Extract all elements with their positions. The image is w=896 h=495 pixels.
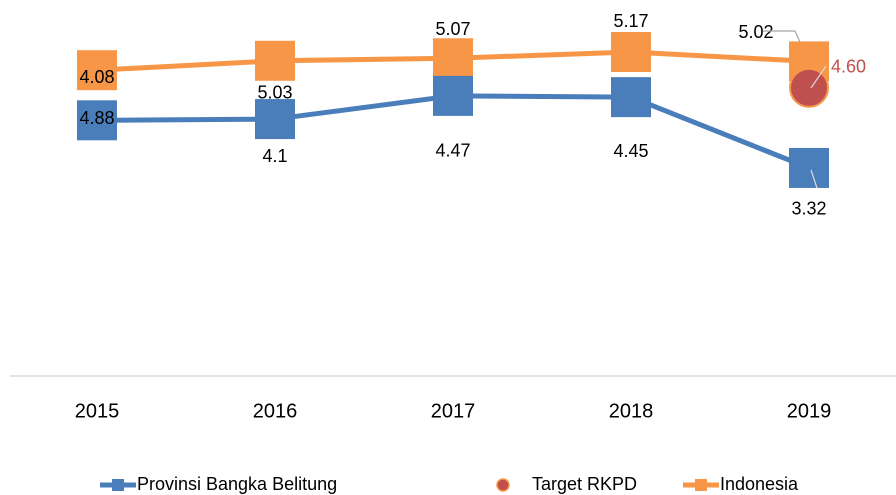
data-label: 5.17 [613, 11, 648, 31]
data-label: 4.1 [262, 146, 287, 166]
data-label: 4.47 [435, 141, 470, 161]
marker [789, 147, 829, 188]
data-label: 4.60 [831, 56, 866, 76]
data-label: 4.88 [79, 108, 114, 128]
data-label: 5.03 [257, 83, 292, 103]
x-tick-label: 2016 [253, 400, 298, 422]
leader-line [810, 65, 827, 89]
marker [611, 77, 651, 118]
marker [77, 50, 117, 91]
marker [255, 99, 295, 140]
leader-line [810, 169, 818, 189]
data-label: 4.45 [613, 141, 648, 161]
x-tick-label: 2018 [609, 400, 654, 422]
legend-label: Target RKPD [532, 474, 637, 494]
x-tick-label: 2019 [787, 400, 832, 422]
marker [611, 32, 651, 73]
marker [433, 38, 473, 79]
legend-marker [496, 478, 510, 492]
marker [433, 75, 473, 116]
legend-marker [695, 479, 707, 491]
legend-marker [112, 479, 124, 491]
legend-label: Indonesia [720, 474, 799, 494]
x-tick-label: 2015 [75, 400, 120, 422]
data-label: 3.32 [791, 199, 826, 219]
leader-line [794, 30, 801, 43]
marker [789, 67, 829, 108]
data-label: 4.08 [79, 67, 114, 87]
x-tick-label: 2017 [431, 400, 476, 422]
marker [255, 40, 295, 81]
legend-label: Provinsi Bangka Belitung [137, 474, 337, 494]
marker [77, 100, 117, 141]
data-label: 5.07 [435, 19, 470, 39]
data-label: 5.02 [738, 22, 773, 42]
